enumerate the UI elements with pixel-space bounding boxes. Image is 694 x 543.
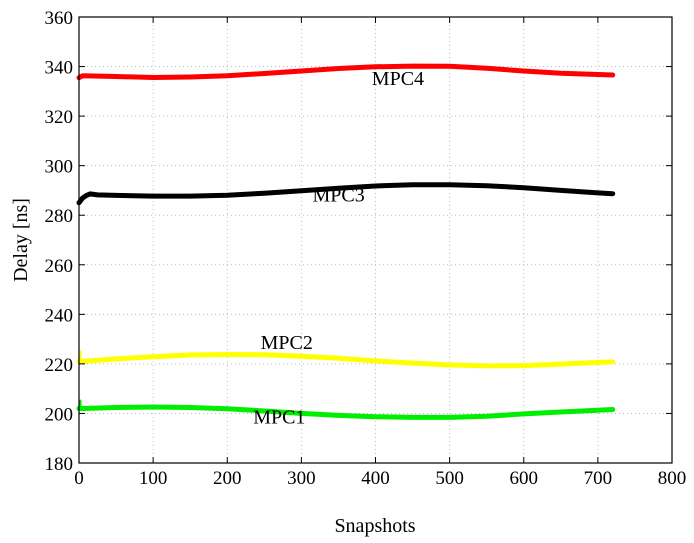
y-tick-labels: 180 200 220 240 260 280 300 320 340 360 bbox=[45, 8, 74, 475]
series-label-mpc4: MPC4 bbox=[372, 68, 424, 90]
x-tick-label: 0 bbox=[74, 468, 84, 489]
tick-marks bbox=[78, 16, 673, 464]
y-tick-label: 280 bbox=[45, 206, 74, 227]
x-tick-labels: 0 100 200 300 400 500 600 700 800 bbox=[74, 468, 686, 489]
y-tick-label: 320 bbox=[45, 107, 74, 128]
x-tick-label: 800 bbox=[658, 468, 687, 489]
x-tick-label: 700 bbox=[584, 468, 613, 489]
y-tick-label: 200 bbox=[45, 404, 74, 425]
y-tick-label: 340 bbox=[45, 58, 74, 79]
y-tick-label: 300 bbox=[45, 157, 74, 178]
series-annotations: MPC4 MPC3 MPC2 MPC1 bbox=[253, 68, 424, 428]
series-label-mpc1: MPC1 bbox=[253, 406, 305, 428]
series-line-mpc3 bbox=[76, 182, 616, 206]
x-tick-label: 300 bbox=[287, 468, 316, 489]
y-tick-label: 220 bbox=[45, 355, 74, 376]
y-tick-label: 360 bbox=[45, 8, 74, 29]
y-axis-label: Delay [ns] bbox=[10, 198, 32, 282]
x-tick-label: 500 bbox=[435, 468, 464, 489]
series-line-mpc1 bbox=[76, 404, 616, 420]
y-tick-label: 180 bbox=[45, 454, 74, 475]
series-label-mpc3: MPC3 bbox=[312, 185, 364, 207]
x-tick-label: 100 bbox=[139, 468, 168, 489]
series-label-mpc2: MPC2 bbox=[261, 332, 313, 354]
x-axis-label: Snapshots bbox=[334, 515, 415, 537]
series-line-mpc2 bbox=[76, 352, 616, 369]
x-tick-label: 200 bbox=[213, 468, 242, 489]
y-tick-label: 260 bbox=[45, 256, 74, 277]
series-line-mpc4 bbox=[76, 63, 616, 81]
x-tick-label: 600 bbox=[510, 468, 539, 489]
series-lines bbox=[76, 63, 616, 420]
y-tick-label: 240 bbox=[45, 305, 74, 326]
x-tick-label: 400 bbox=[361, 468, 390, 489]
